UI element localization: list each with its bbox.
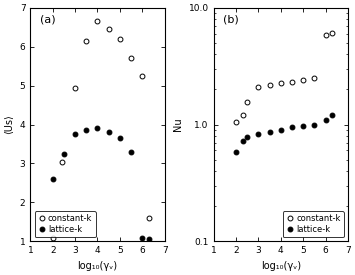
constant-k xyxy=(60,160,64,163)
lattice-k xyxy=(140,236,144,239)
constant-k xyxy=(241,114,245,117)
Text: (a): (a) xyxy=(40,15,55,25)
constant-k xyxy=(279,82,283,85)
lattice-k xyxy=(62,152,66,155)
lattice-k xyxy=(301,125,305,128)
constant-k xyxy=(256,85,261,89)
constant-k xyxy=(301,78,305,82)
lattice-k xyxy=(106,131,111,134)
lattice-k xyxy=(290,125,294,129)
constant-k xyxy=(118,37,122,40)
lattice-k xyxy=(73,133,77,136)
Legend: constant-k, lattice-k: constant-k, lattice-k xyxy=(283,211,344,237)
lattice-k xyxy=(129,150,133,153)
lattice-k xyxy=(312,123,317,126)
X-axis label: log₁₀(γᵥ): log₁₀(γᵥ) xyxy=(77,261,118,271)
Line: constant-k: constant-k xyxy=(50,19,152,240)
constant-k xyxy=(51,236,55,239)
constant-k xyxy=(106,28,111,31)
lattice-k xyxy=(51,177,55,181)
Legend: constant-k, lattice-k: constant-k, lattice-k xyxy=(34,211,95,237)
constant-k xyxy=(234,120,238,124)
lattice-k xyxy=(256,132,261,136)
Line: lattice-k: lattice-k xyxy=(50,126,152,242)
Line: constant-k: constant-k xyxy=(234,30,335,125)
constant-k xyxy=(129,57,133,60)
lattice-k xyxy=(118,136,122,140)
constant-k xyxy=(84,39,88,42)
constant-k xyxy=(323,34,328,37)
constant-k xyxy=(95,20,100,23)
constant-k xyxy=(290,81,294,84)
lattice-k xyxy=(330,114,334,117)
constant-k xyxy=(73,86,77,89)
constant-k xyxy=(267,83,272,86)
Y-axis label: ⟨Us⟩: ⟨Us⟩ xyxy=(4,115,14,134)
constant-k xyxy=(140,74,144,78)
lattice-k xyxy=(279,128,283,131)
Y-axis label: Nu: Nu xyxy=(173,118,183,131)
lattice-k xyxy=(323,118,328,121)
lattice-k xyxy=(234,150,238,154)
lattice-k xyxy=(267,130,272,133)
lattice-k xyxy=(84,129,88,132)
constant-k xyxy=(147,216,151,220)
lattice-k xyxy=(241,140,245,143)
constant-k xyxy=(330,31,334,34)
lattice-k xyxy=(95,127,100,130)
X-axis label: log₁₀(γᵥ): log₁₀(γᵥ) xyxy=(261,261,301,271)
lattice-k xyxy=(245,136,249,139)
lattice-k xyxy=(147,238,151,241)
constant-k xyxy=(245,101,249,104)
Text: (b): (b) xyxy=(223,15,239,25)
constant-k xyxy=(312,76,317,80)
Line: lattice-k: lattice-k xyxy=(234,113,335,155)
